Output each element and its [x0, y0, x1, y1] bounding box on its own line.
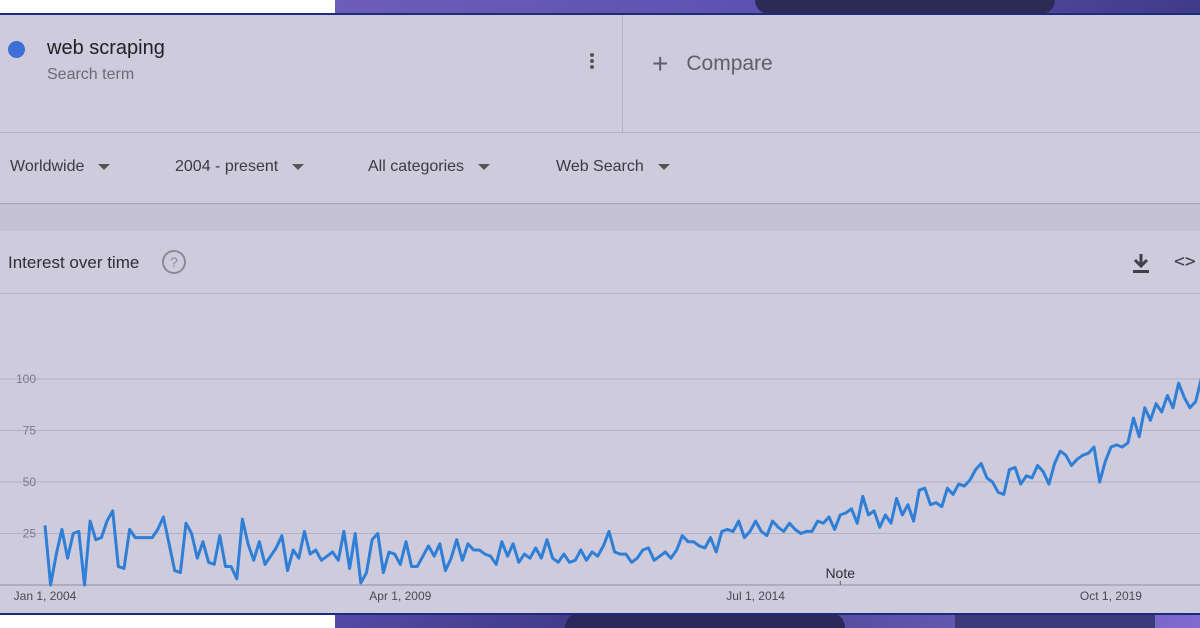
filter-category-dropdown[interactable]: All categories: [368, 158, 491, 176]
background-shape: [955, 614, 1155, 628]
caret-down-icon: [292, 164, 305, 170]
x-tick-label: Jul 1, 2014: [726, 589, 785, 603]
search-term-subtitle: Search term: [47, 66, 135, 83]
x-tick-label: Oct 1, 2019: [1080, 589, 1142, 603]
divider: [622, 15, 623, 132]
compare-label: Compare: [686, 52, 773, 75]
filter-region-dropdown[interactable]: Worldwide: [10, 158, 111, 176]
interest-over-time-card: Interest over time ? <> 25 50 75 100 Jan 1, …: [0, 231, 1200, 613]
background-shape: [755, 0, 1055, 14]
filter-label: 2004 - present: [175, 158, 279, 175]
compare-button[interactable]: + Compare: [652, 48, 773, 79]
x-tick-label: Apr 1, 2009: [369, 589, 431, 603]
filter-bar: Worldwide 2004 - present All categories …: [0, 133, 1200, 204]
more-options-icon[interactable]: [580, 51, 604, 75]
x-tick-label: Jan 1, 2004: [14, 589, 77, 603]
caret-down-icon: [478, 164, 491, 170]
help-icon[interactable]: ?: [162, 250, 186, 274]
y-tick-label: 25: [23, 527, 37, 541]
card-header: Interest over time ? <>: [0, 231, 1200, 294]
line-chart: 25 50 75 100 Jan 1, 2004 Apr 1, 2009 Jul 1, 20…: [0, 372, 1200, 603]
series-color-dot: [8, 41, 25, 58]
filter-label: Web Search: [556, 158, 644, 175]
background-shape: [565, 612, 845, 628]
embed-code-icon[interactable]: <>: [1174, 251, 1196, 272]
filter-time-dropdown[interactable]: 2004 - present: [175, 158, 305, 176]
note-label: Note: [825, 565, 855, 581]
plus-icon: +: [652, 48, 669, 79]
filter-label: All categories: [368, 158, 465, 175]
section-separator: [0, 205, 1200, 231]
search-term-row: web scraping Search term + Compare: [0, 15, 1200, 133]
caret-down-icon: [657, 164, 670, 170]
filter-label: Worldwide: [10, 158, 85, 175]
y-tick-label: 100: [16, 372, 36, 386]
y-tick-label: 75: [23, 424, 37, 438]
google-trends-panel: web scraping Search term + Compare World…: [0, 13, 1200, 615]
search-term-name[interactable]: web scraping: [47, 37, 165, 59]
download-icon[interactable]: [1130, 251, 1152, 275]
filter-search-type-dropdown[interactable]: Web Search: [556, 158, 670, 176]
y-tick-label: 50: [23, 475, 37, 489]
card-title: Interest over time: [8, 253, 140, 272]
series-line: [43, 378, 1200, 587]
caret-down-icon: [98, 164, 111, 170]
